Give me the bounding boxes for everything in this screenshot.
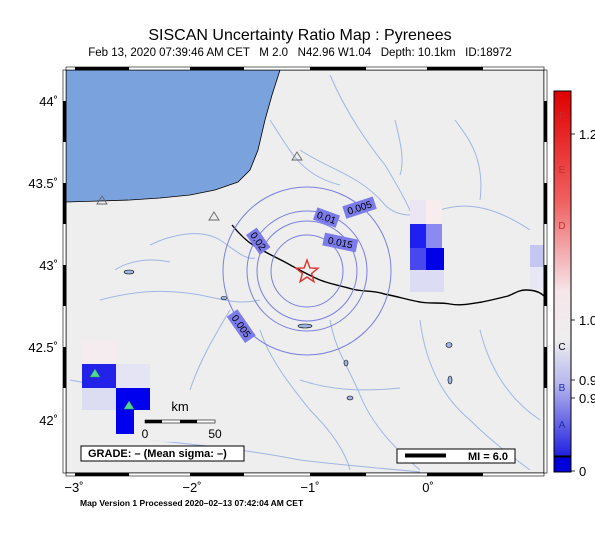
stations-inactive <box>96 151 303 221</box>
event-info: Feb 13, 2020 07:39:46 AM CET M 2.0 N42.9… <box>88 47 512 59</box>
svg-text:F: F <box>559 111 565 122</box>
grade-box: GRADE: – (Mean sigma: –) <box>80 445 245 462</box>
colorbar: F E D C B A 1.2 1.0 0.9 0.9 0 <box>553 90 595 479</box>
svg-text:km: km <box>171 399 188 414</box>
lon-labels: −3˚ −2˚ −1˚ 0˚ <box>64 480 433 495</box>
lakes <box>123 269 453 401</box>
svg-text:−3˚: −3˚ <box>64 480 83 495</box>
svg-text:1.0: 1.0 <box>579 313 595 328</box>
border-line <box>231 224 544 306</box>
svg-text:44˚: 44˚ <box>39 94 58 109</box>
uncertainty-cells-east <box>410 200 544 292</box>
svg-text:43˚: 43˚ <box>39 258 58 273</box>
svg-text:C: C <box>558 342 565 353</box>
lat-labels: 44˚ 43.5˚ 43˚ 42.5˚ 42˚ <box>28 94 58 428</box>
svg-text:42.5˚: 42.5˚ <box>28 340 58 355</box>
svg-text:E: E <box>559 165 566 176</box>
svg-text:0.9: 0.9 <box>579 391 595 406</box>
ocean-bay-of-biscay <box>66 70 280 202</box>
map-frame-ticks <box>62 66 548 477</box>
svg-text:0: 0 <box>579 464 586 479</box>
svg-text:0: 0 <box>142 427 149 441</box>
svg-text:0.9: 0.9 <box>579 373 595 388</box>
svg-text:MI = 6.0: MI = 6.0 <box>468 451 508 463</box>
svg-text:42˚: 42˚ <box>39 413 58 428</box>
svg-text:1.2: 1.2 <box>579 127 595 142</box>
svg-text:GRADE: – (Mean sigma: –): GRADE: – (Mean sigma: –) <box>88 448 227 460</box>
rivers <box>69 74 541 473</box>
svg-text:50: 50 <box>208 427 222 441</box>
map-title: SISCAN Uncertainty Ratio Map : Pyrenees <box>148 27 452 44</box>
uncertainty-cells-west <box>82 340 150 434</box>
svg-text:B: B <box>559 383 566 394</box>
processed-footer: Map Version 1 Processed 2020–02–13 07:42… <box>80 498 304 508</box>
epicenter-star-icon <box>294 257 320 284</box>
svg-text:0˚: 0˚ <box>422 480 434 495</box>
svg-text:A: A <box>559 420 566 431</box>
svg-text:43.5˚: 43.5˚ <box>28 176 58 191</box>
svg-text:D: D <box>558 221 565 232</box>
map-area: 0.005 0.01 0.015 0.02 0.005 <box>66 70 544 473</box>
svg-text:−2˚: −2˚ <box>182 480 201 495</box>
contours <box>222 186 392 356</box>
svg-text:0.015: 0.015 <box>327 236 354 252</box>
contour-label-3: 0.015 <box>322 232 359 253</box>
mi-legend-box: MI = 6.0 <box>396 448 516 464</box>
coast-north <box>66 70 281 203</box>
svg-text:−1˚: −1˚ <box>300 480 319 495</box>
scale-bar: km 0 50 <box>141 399 222 442</box>
stations-active <box>89 368 135 410</box>
